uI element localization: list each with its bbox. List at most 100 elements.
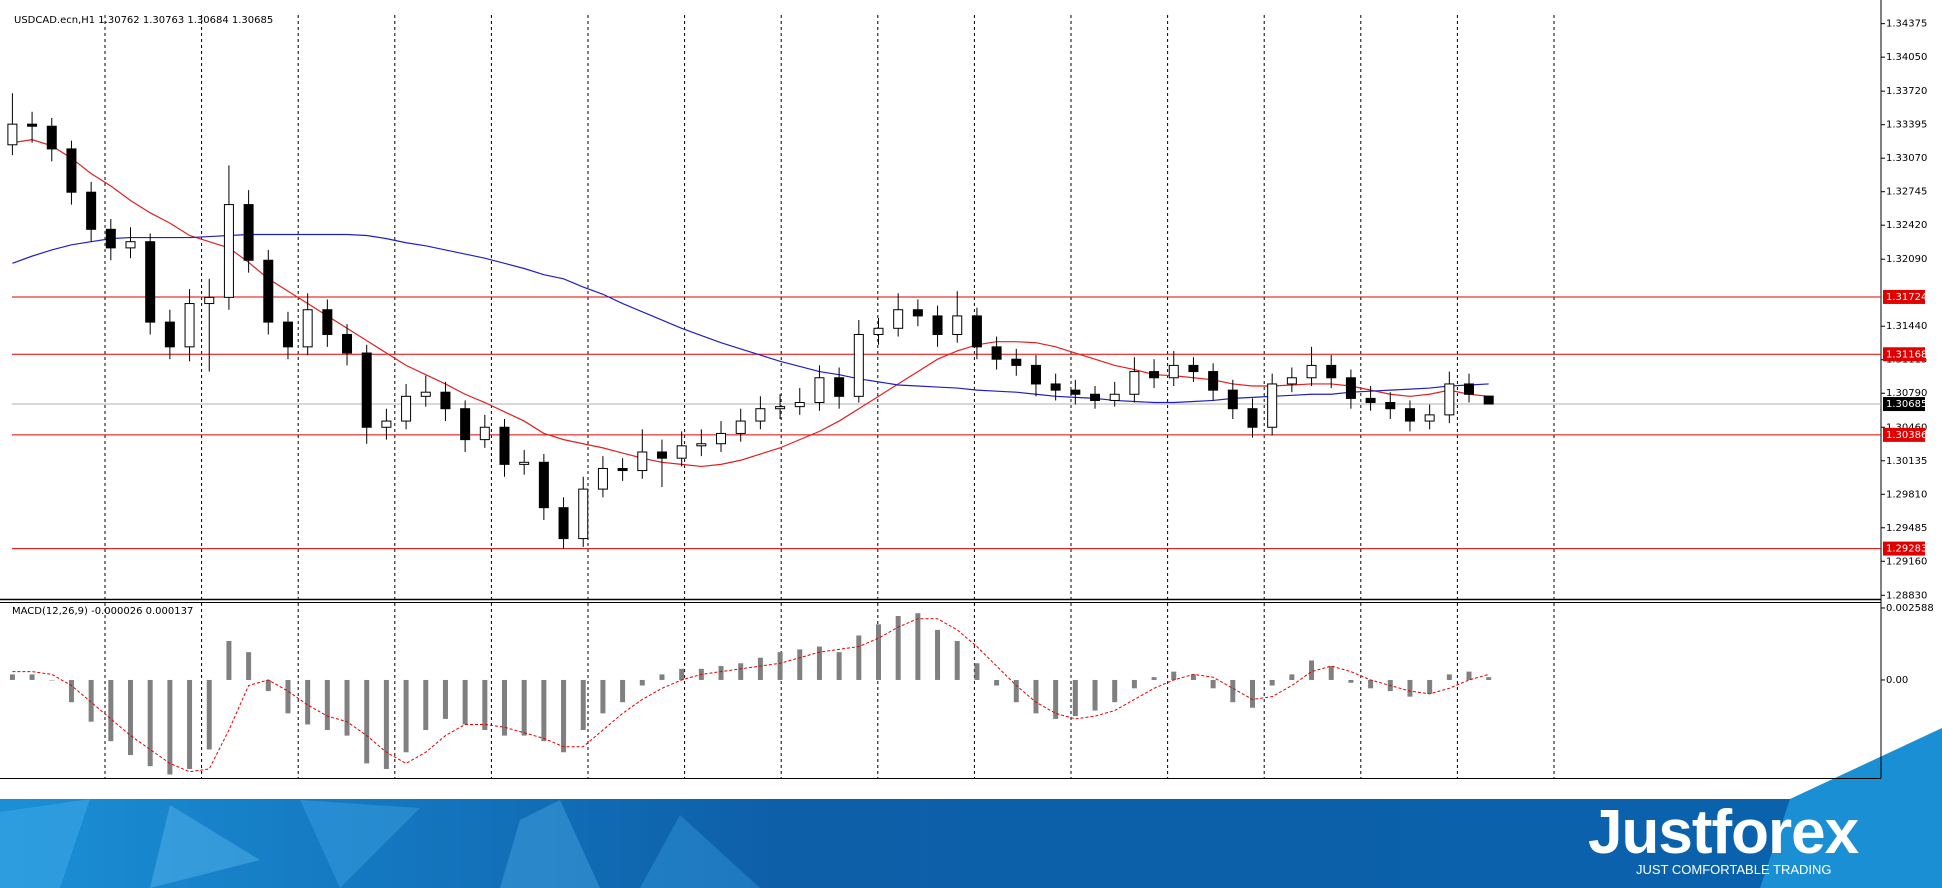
y-tick-label: 1.30460: [1886, 422, 1927, 433]
y-tick-label: 1.29810: [1886, 489, 1927, 500]
candle-body: [794, 402, 805, 408]
candle-body: [1286, 377, 1297, 385]
histogram-bar: [1033, 679, 1039, 714]
candle-body: [302, 309, 313, 348]
histogram-bar: [1092, 679, 1098, 711]
histogram-bar: [1309, 660, 1315, 680]
candle-body: [1050, 383, 1061, 391]
candle-body: [853, 333, 864, 397]
candle-body: [716, 432, 727, 445]
y-tick-label: 1.31440: [1886, 321, 1927, 332]
histogram-bar: [502, 679, 507, 736]
level-label-box: [1883, 541, 1925, 556]
histogram-bar: [383, 679, 389, 769]
candle-body: [1404, 408, 1415, 422]
candle-body: [243, 204, 254, 261]
histogram-bar: [442, 679, 448, 719]
candle-body: [1090, 393, 1101, 401]
histogram-bar: [1446, 674, 1452, 680]
candle-body: [519, 461, 530, 465]
histogram-bar: [1407, 679, 1413, 697]
candle-body: [1385, 402, 1396, 410]
histogram-bar: [541, 679, 547, 742]
histogram-bar: [344, 679, 350, 736]
histogram-bar: [620, 679, 626, 703]
histogram-bar: [108, 679, 114, 742]
histogram-bar: [974, 663, 980, 680]
candle-body: [46, 125, 57, 150]
candle-body: [912, 309, 923, 317]
histogram-bar: [1348, 679, 1354, 683]
candle-body: [755, 408, 766, 422]
banner: Justforex JUST COMFORTABLE TRADING: [0, 728, 1942, 888]
current-price-box: [1883, 397, 1925, 412]
histogram-bar: [167, 679, 173, 775]
candle-body: [775, 406, 786, 410]
y-tick-label: 1.32745: [1886, 187, 1927, 198]
moving-average: [12, 233, 1489, 404]
histogram-bar: [1112, 679, 1118, 703]
histogram-bar: [895, 615, 901, 680]
histogram-bar: [1072, 679, 1078, 717]
candle-body: [637, 451, 648, 472]
candle-body: [1345, 377, 1356, 399]
candle-body: [204, 296, 215, 305]
candle-body: [401, 395, 412, 422]
histogram-bar: [1210, 679, 1216, 689]
level-label: 1.31168: [1886, 349, 1927, 360]
candle-body: [656, 451, 667, 459]
candle-body: [1030, 364, 1041, 385]
candle-body: [164, 321, 175, 348]
histogram-bar: [954, 641, 960, 680]
candle-body: [834, 377, 845, 397]
histogram-bar: [88, 679, 94, 722]
candle-body: [342, 333, 353, 354]
y-tick-label: 1.29485: [1886, 523, 1927, 534]
candle-body: [578, 488, 589, 540]
candle-body: [145, 241, 156, 323]
candle-body: [1247, 408, 1258, 428]
candle-body: [1444, 383, 1455, 416]
candle-body: [971, 315, 982, 348]
candle-body: [991, 346, 1002, 360]
histogram-bar: [1013, 679, 1019, 703]
histogram-bar: [9, 674, 15, 680]
histogram-bar: [482, 679, 488, 731]
level-label-box: [1883, 347, 1925, 362]
brand-name: Justforex: [1588, 798, 1860, 867]
level-label: 1.29283: [1886, 544, 1927, 555]
candle-body: [105, 228, 116, 249]
histogram-bar: [29, 674, 35, 680]
histogram-bar: [423, 679, 429, 731]
histogram-bar: [679, 668, 685, 680]
candle-body: [7, 123, 18, 146]
histogram-bar: [797, 649, 803, 680]
y-tick-label: 1.33720: [1886, 86, 1927, 97]
candle-body: [1424, 414, 1435, 422]
candle-body: [1129, 371, 1140, 395]
histogram-bar: [777, 652, 783, 680]
candle-body: [1326, 364, 1337, 379]
candle-body: [66, 148, 77, 193]
histogram-bar: [265, 679, 271, 692]
banner-shape: [1760, 728, 1942, 888]
histogram-bar: [757, 657, 763, 680]
y-tick-label: 1.34050: [1886, 52, 1927, 63]
histogram-bar: [187, 679, 193, 769]
histogram-bar: [718, 666, 724, 680]
y-tick-label: 1.29160: [1886, 556, 1927, 567]
histogram-bar: [521, 679, 527, 736]
histogram-bar: [246, 652, 252, 680]
level-label-box: [1883, 427, 1925, 442]
level-label: 1.31724: [1886, 292, 1927, 303]
candle-body: [696, 443, 707, 447]
candle-body: [1464, 383, 1475, 395]
histogram-bar: [994, 679, 1000, 686]
candle-body: [460, 408, 471, 441]
banner-triangle: [300, 800, 420, 888]
histogram-bar: [1230, 679, 1236, 703]
candle-body: [322, 309, 333, 335]
histogram-bar: [1171, 671, 1177, 680]
histogram-bar: [659, 674, 665, 680]
chart-title: USDCAD.ecn,H1 1.30762 1.30763 1.30684 1.…: [14, 15, 273, 26]
